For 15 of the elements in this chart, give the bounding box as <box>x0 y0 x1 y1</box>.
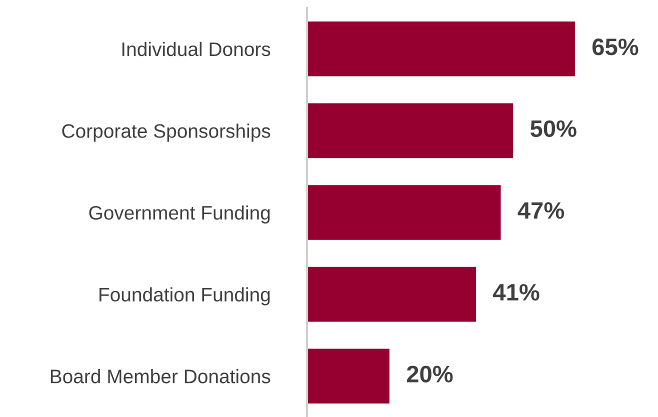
y-tick-label: Individual Donors <box>122 42 270 56</box>
y-tick-label: Government Funding <box>89 205 270 224</box>
bar <box>307 21 575 76</box>
data-label: 65% <box>592 38 638 56</box>
data-label: 41% <box>493 284 540 301</box>
data-label: 50% <box>530 120 576 138</box>
bar <box>307 266 476 322</box>
y-tick-label: Board Member Donations <box>50 369 270 384</box>
data-label: 47% <box>518 202 564 219</box>
y-tick-label: Corporate Sponsorships <box>62 124 270 142</box>
data-label: 20% <box>406 366 453 382</box>
bar <box>307 185 501 240</box>
bar <box>307 348 390 404</box>
y-tick-label: Foundation Funding <box>100 287 270 306</box>
bar <box>307 103 514 158</box>
